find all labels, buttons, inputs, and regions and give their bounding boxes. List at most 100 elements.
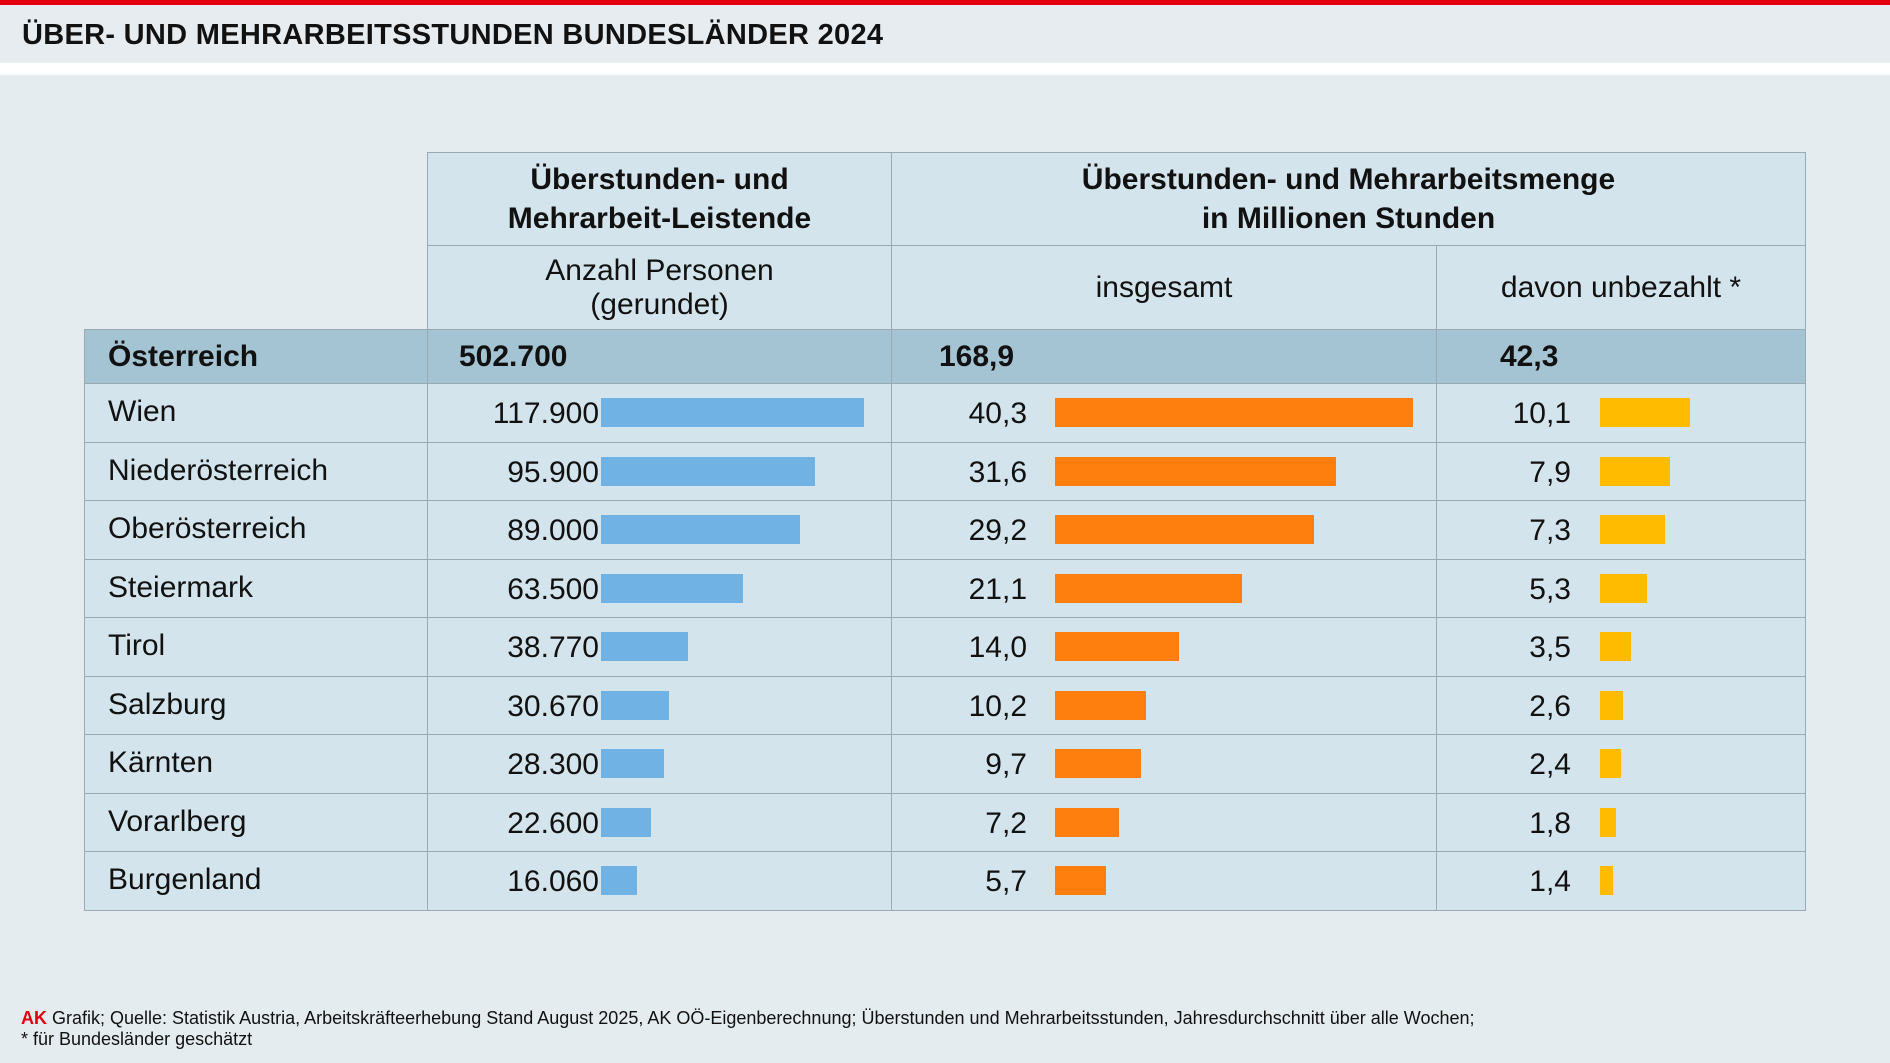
unpaid-bar (1600, 691, 1624, 720)
header-unpaid: davon unbezahlt * (1436, 245, 1806, 330)
persons-value: 63.500 (507, 573, 599, 606)
header-hours-group: Überstunden- und Mehrarbeitsmenge in Mil… (891, 152, 1806, 246)
unpaid-value: 2,4 (1529, 748, 1571, 781)
unpaid-cell: 5,3 (1436, 559, 1806, 619)
region-label: Salzburg (108, 688, 227, 721)
unpaid-bar (1600, 866, 1613, 895)
region-cell: Salzburg (84, 676, 428, 736)
total-bar (1055, 632, 1180, 661)
persons-cell: 30.670 (427, 676, 892, 736)
unpaid-value: 3,5 (1529, 631, 1571, 664)
persons-cell: 117.900 (427, 383, 892, 443)
total-value: 29,2 (968, 514, 1027, 547)
unpaid-bar (1600, 632, 1632, 661)
persons-cell: 28.300 (427, 734, 892, 794)
total-persons: 502.700 (459, 340, 568, 373)
region-label: Kärnten (108, 746, 214, 779)
title-band: ÜBER- UND MEHRARBEITSSTUNDEN BUNDESLÄNDE… (0, 5, 1890, 63)
unpaid-cell: 1,8 (1436, 793, 1806, 853)
total-cell: 31,6 (891, 442, 1437, 502)
region-label: Oberösterreich (108, 512, 307, 545)
persons-cell: 38.770 (427, 617, 892, 677)
total-value: 14,0 (968, 631, 1027, 664)
ak-logo-text: AK (21, 1008, 47, 1028)
total-hours-cell: 168,9 (891, 329, 1437, 384)
unpaid-cell: 3,5 (1436, 617, 1806, 677)
region-label: Vorarlberg (108, 805, 247, 838)
total-cell: 40,3 (891, 383, 1437, 443)
region-cell: Steiermark (84, 559, 428, 619)
header-total: insgesamt (891, 245, 1437, 330)
total-bar (1055, 457, 1336, 486)
unpaid-bar (1600, 808, 1616, 837)
region-cell: Oberösterreich (84, 500, 428, 560)
header-persons-line1: Anzahl Personen (545, 253, 774, 287)
unpaid-value: 1,8 (1529, 807, 1571, 840)
total-value: 7,2 (985, 807, 1027, 840)
unpaid-cell: 2,4 (1436, 734, 1806, 794)
persons-bar (601, 866, 637, 895)
total-unpaid: 42,3 (1500, 340, 1559, 373)
total-cell: 10,2 (891, 676, 1437, 736)
persons-value: 117.900 (492, 397, 599, 430)
total-cell: 14,0 (891, 617, 1437, 677)
persons-value: 28.300 (507, 748, 599, 781)
total-cell: 7,2 (891, 793, 1437, 853)
total-value: 10,2 (968, 690, 1027, 723)
unpaid-cell: 2,6 (1436, 676, 1806, 736)
divider (0, 63, 1890, 75)
total-value: 9,7 (985, 748, 1027, 781)
footer-line1: Grafik; Quelle: Statistik Austria, Arbei… (47, 1008, 1475, 1028)
unpaid-value: 2,6 (1529, 690, 1571, 723)
header-persons-group: Überstunden- und Mehrarbeit-Leistende (427, 152, 892, 246)
region-label: Wien (108, 395, 177, 428)
total-cell: 9,7 (891, 734, 1437, 794)
total-value: 21,1 (968, 573, 1027, 606)
total-bar (1055, 574, 1243, 603)
total-value: 31,6 (968, 456, 1027, 489)
total-bar (1055, 808, 1119, 837)
persons-value: 30.670 (507, 690, 599, 723)
region-cell: Burgenland (84, 851, 428, 911)
region-label: Burgenland (108, 863, 262, 896)
total-bar (1055, 398, 1413, 427)
total-bar (1055, 749, 1142, 778)
header-persons-group-label: Überstunden- und Mehrarbeit-Leistende (507, 163, 812, 235)
persons-bar (601, 632, 688, 661)
persons-value: 89.000 (507, 514, 599, 547)
persons-cell: 89.000 (427, 500, 892, 560)
unpaid-bar (1600, 749, 1622, 778)
total-value: 40,3 (968, 397, 1027, 430)
unpaid-value: 10,1 (1512, 397, 1571, 430)
unpaid-value: 7,3 (1529, 514, 1571, 547)
region-label: Tirol (108, 629, 166, 662)
unpaid-bar (1600, 515, 1665, 544)
total-persons-cell: 502.700 (427, 329, 892, 384)
unpaid-bar (1600, 398, 1690, 427)
total-bar (1055, 866, 1106, 895)
footer-note: * für Bundesländer geschätzt (21, 1029, 253, 1049)
persons-bar (601, 574, 743, 603)
region-cell: Vorarlberg (84, 793, 428, 853)
persons-bar (601, 457, 815, 486)
header-unpaid-label: davon unbezahlt * (1500, 271, 1742, 304)
unpaid-cell: 10,1 (1436, 383, 1806, 443)
region-cell: Niederösterreich (84, 442, 428, 502)
unpaid-value: 7,9 (1529, 456, 1571, 489)
total-region-cell: Österreich (84, 329, 428, 384)
region-label: Niederösterreich (108, 454, 329, 487)
region-cell: Wien (84, 383, 428, 443)
total-cell: 21,1 (891, 559, 1437, 619)
total-unpaid-cell: 42,3 (1436, 329, 1806, 384)
persons-value: 38.770 (507, 631, 599, 664)
persons-bar (601, 691, 670, 720)
header-total-label: insgesamt (1095, 271, 1233, 304)
region-label: Steiermark (108, 571, 254, 604)
total-cell: 5,7 (891, 851, 1437, 911)
persons-bar (601, 398, 864, 427)
unpaid-bar (1600, 574, 1648, 603)
persons-bar (601, 515, 800, 544)
total-hours: 168,9 (939, 340, 1015, 373)
region-cell: Tirol (84, 617, 428, 677)
total-region: Österreich (108, 340, 259, 373)
